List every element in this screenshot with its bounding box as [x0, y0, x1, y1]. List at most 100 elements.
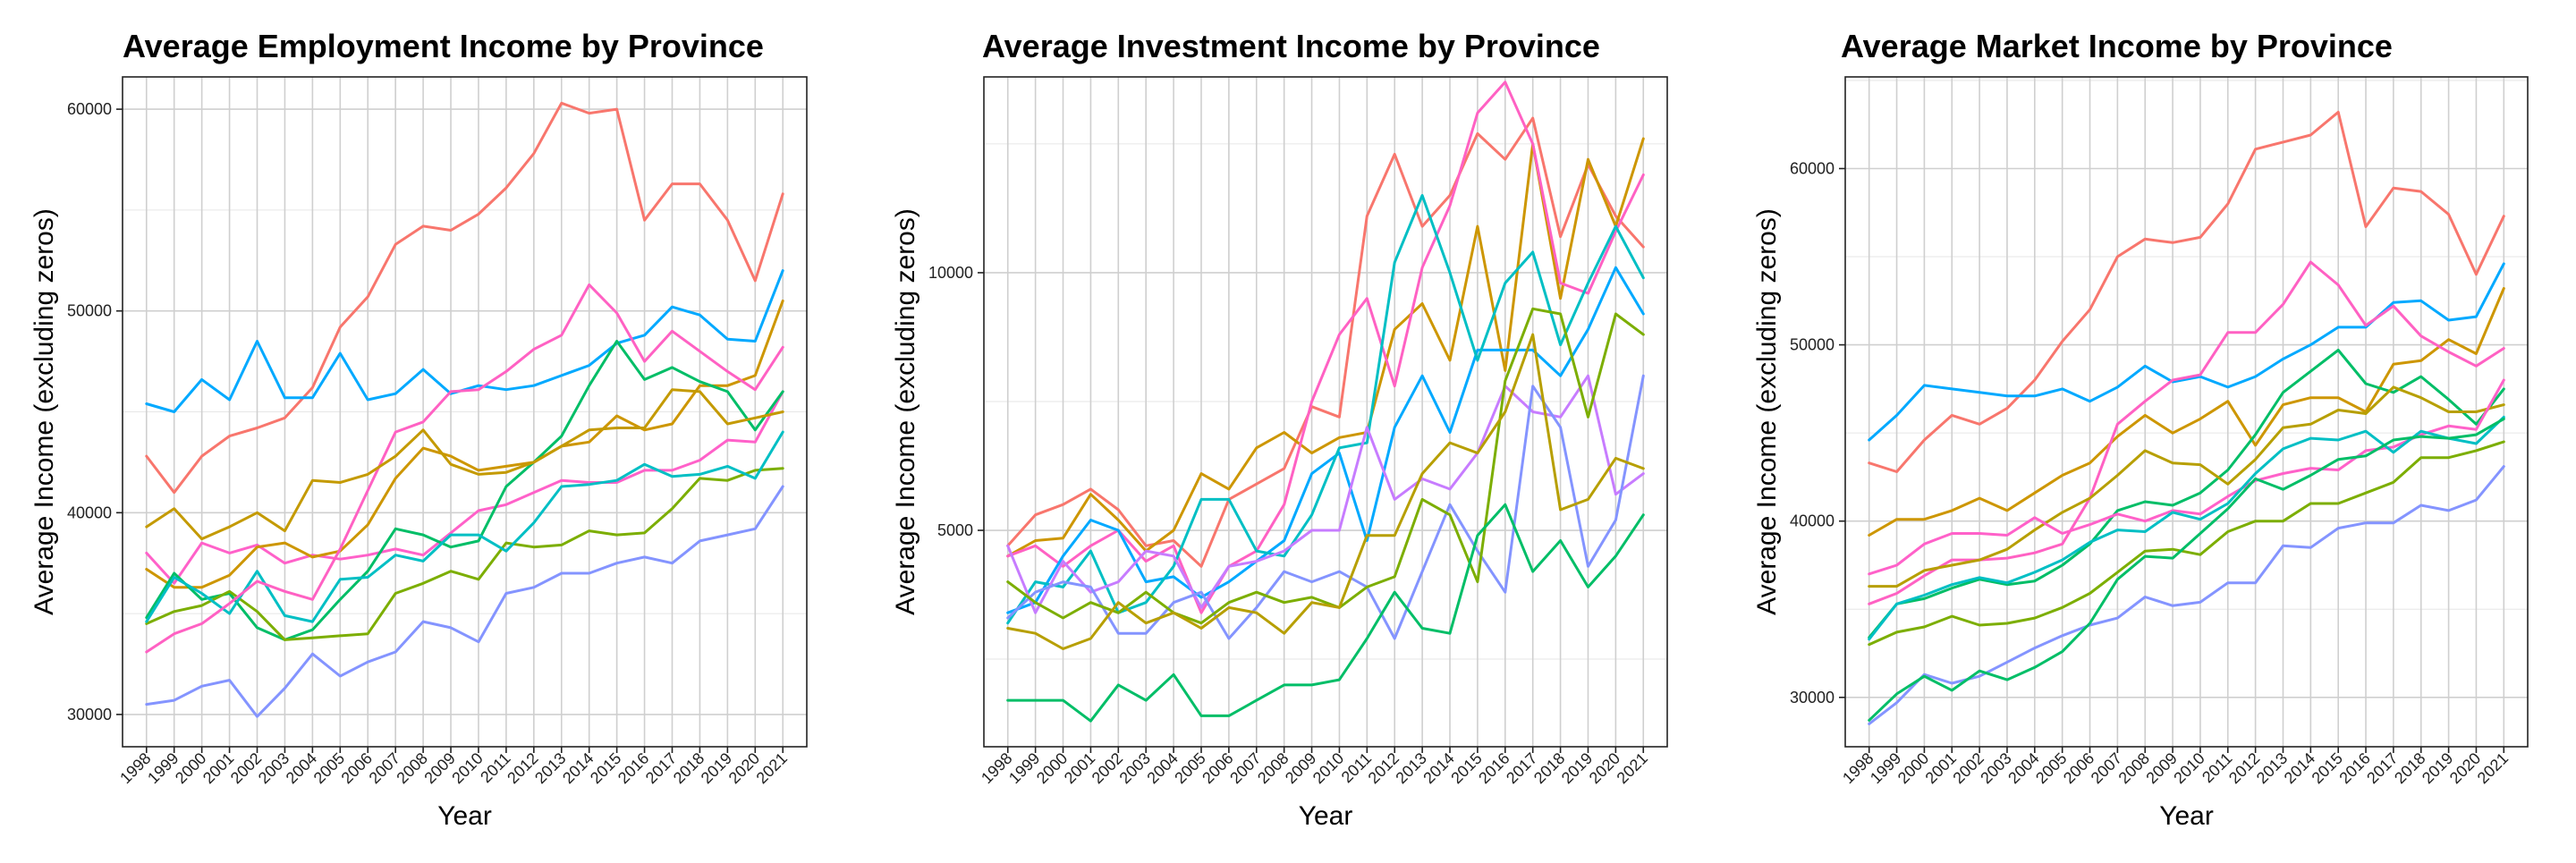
y-axis-label: Average Income (excluding zeros): [30, 208, 59, 615]
x-tick-label: 2016: [1475, 749, 1513, 787]
x-tick-label: 2002: [1949, 749, 1987, 787]
x-tick-label: 2020: [725, 749, 763, 787]
series-line-9: [1868, 440, 2505, 647]
x-tick-label: 2009: [420, 749, 458, 787]
series-line-10: [145, 388, 784, 541]
x-tick-label: 2001: [199, 749, 237, 787]
x-tick-label: 2019: [2419, 749, 2456, 787]
series-line-3: [1006, 80, 1645, 614]
y-tick-label: 40000: [67, 503, 112, 521]
x-tick-label: 2017: [1503, 749, 1540, 787]
x-tick-label: 2017: [642, 749, 680, 787]
chart-panel-3: 30000 40000 50000 60000 19981999200020012002…: [1752, 28, 2529, 831]
series-line-6: [145, 467, 784, 641]
series-line-8: [1868, 415, 2505, 641]
series-line-9: [145, 485, 784, 718]
x-tick-label: 2007: [2088, 749, 2125, 787]
plot-frame: [122, 76, 808, 748]
x-tick-label: 2005: [310, 749, 348, 787]
x-tick-label: 2007: [366, 749, 403, 787]
x-tick-label: 2004: [1143, 749, 1181, 787]
x-tick-label: 2011: [1338, 749, 1376, 787]
x-tick-label: 2012: [1365, 749, 1402, 787]
series-line-6: [1006, 374, 1645, 614]
series-line-9: [1006, 333, 1645, 650]
chart-title: Average Employment Income by Province: [123, 28, 764, 64]
series-line-5: [145, 340, 784, 641]
chart-panel-2: 5000100001998199920002001200220032004200…: [891, 28, 1668, 831]
series-line-8: [145, 283, 784, 654]
x-tick-label: 2016: [614, 749, 652, 787]
x-tick-label: 2006: [338, 749, 376, 787]
x-tick-label: 1999: [144, 749, 182, 787]
series-line-10: [1868, 465, 2505, 725]
x-tick-label: 2001: [1061, 749, 1098, 787]
series-line-1: [145, 101, 784, 495]
y-tick-label: 30000: [1790, 689, 1835, 706]
x-tick-label: 2014: [2281, 749, 2318, 787]
y-tick-label: 60000: [67, 100, 112, 118]
x-tick-label: 2015: [1447, 749, 1485, 787]
series-line-10: [1006, 503, 1645, 723]
y-tick-label: 30000: [67, 706, 112, 723]
x-tick-label: 2020: [1586, 749, 1623, 787]
x-axis-label: Year: [2159, 801, 2214, 831]
x-tick-label: 2000: [1033, 749, 1071, 787]
x-tick-label: 2000: [172, 749, 209, 787]
series-line-7: [1868, 378, 2505, 576]
chart-panel-1: 30000 40000 50000 60000 19981999200020012002…: [30, 28, 808, 831]
y-axis-label: Average Income (excluding zeros): [1752, 208, 1782, 615]
plot-frame: [1844, 76, 2529, 748]
series-line-3: [1868, 287, 2505, 537]
y-tick-label: 40000: [1790, 512, 1835, 530]
chart-title: Average Investment Income by Province: [982, 28, 1600, 64]
x-tick-label: 2010: [1309, 749, 1347, 787]
x-tick-label: 1999: [1867, 749, 1904, 787]
series-line-11: [1868, 417, 2505, 722]
series-line-7: [145, 430, 784, 623]
x-tick-label: 2009: [2142, 749, 2180, 787]
x-tick-label: 1998: [978, 749, 1015, 787]
x-tick-label: 2007: [1226, 749, 1264, 787]
y-tick-label: 5000: [937, 521, 973, 539]
series-line-3: [145, 390, 784, 585]
x-tick-label: 2018: [670, 749, 708, 787]
x-tick-label: 2021: [2474, 749, 2512, 787]
y-tick-label: 10000: [928, 264, 973, 282]
x-tick-label: 2015: [587, 749, 624, 787]
x-tick-label: 2008: [393, 749, 430, 787]
series-line-1: [1006, 116, 1645, 568]
x-tick-label: 2017: [2363, 749, 2401, 787]
x-tick-label: 1998: [116, 749, 154, 787]
x-tick-label: 2008: [1254, 749, 1292, 787]
x-tick-label: 2010: [2170, 749, 2207, 787]
x-tick-label: 2013: [2253, 749, 2291, 787]
series-line-2: [1868, 262, 2505, 442]
x-tick-label: 2021: [753, 749, 791, 787]
x-tick-label: 2012: [2225, 749, 2263, 787]
series-line-4: [145, 299, 784, 589]
chart-title: Average Market Income by Province: [1841, 28, 2393, 64]
series-line-5: [1006, 194, 1645, 625]
x-tick-label: 2015: [2309, 749, 2346, 787]
series-line-7: [1006, 374, 1645, 640]
x-tick-label: 2020: [2446, 749, 2484, 787]
x-tick-label: 2008: [2115, 749, 2153, 787]
x-tick-label: 2003: [1116, 749, 1154, 787]
x-tick-label: 2016: [2335, 749, 2373, 787]
series-line-2: [1006, 137, 1645, 558]
x-tick-label: 1999: [1005, 749, 1043, 787]
plot-frame: [983, 76, 1668, 748]
series-line-1: [1868, 110, 2505, 473]
x-tick-label: 2004: [283, 749, 320, 787]
x-tick-label: 2012: [504, 749, 541, 787]
x-axis-label: Year: [1299, 801, 1353, 831]
x-tick-label: 2002: [1089, 749, 1126, 787]
x-tick-label: 2005: [1171, 749, 1208, 787]
series-line-6: [1868, 385, 2505, 588]
y-axis-label: Average Income (excluding zeros): [891, 208, 920, 615]
x-axis-label: Year: [437, 801, 492, 831]
x-tick-label: 1998: [1839, 749, 1877, 787]
x-tick-label: 2010: [448, 749, 486, 787]
